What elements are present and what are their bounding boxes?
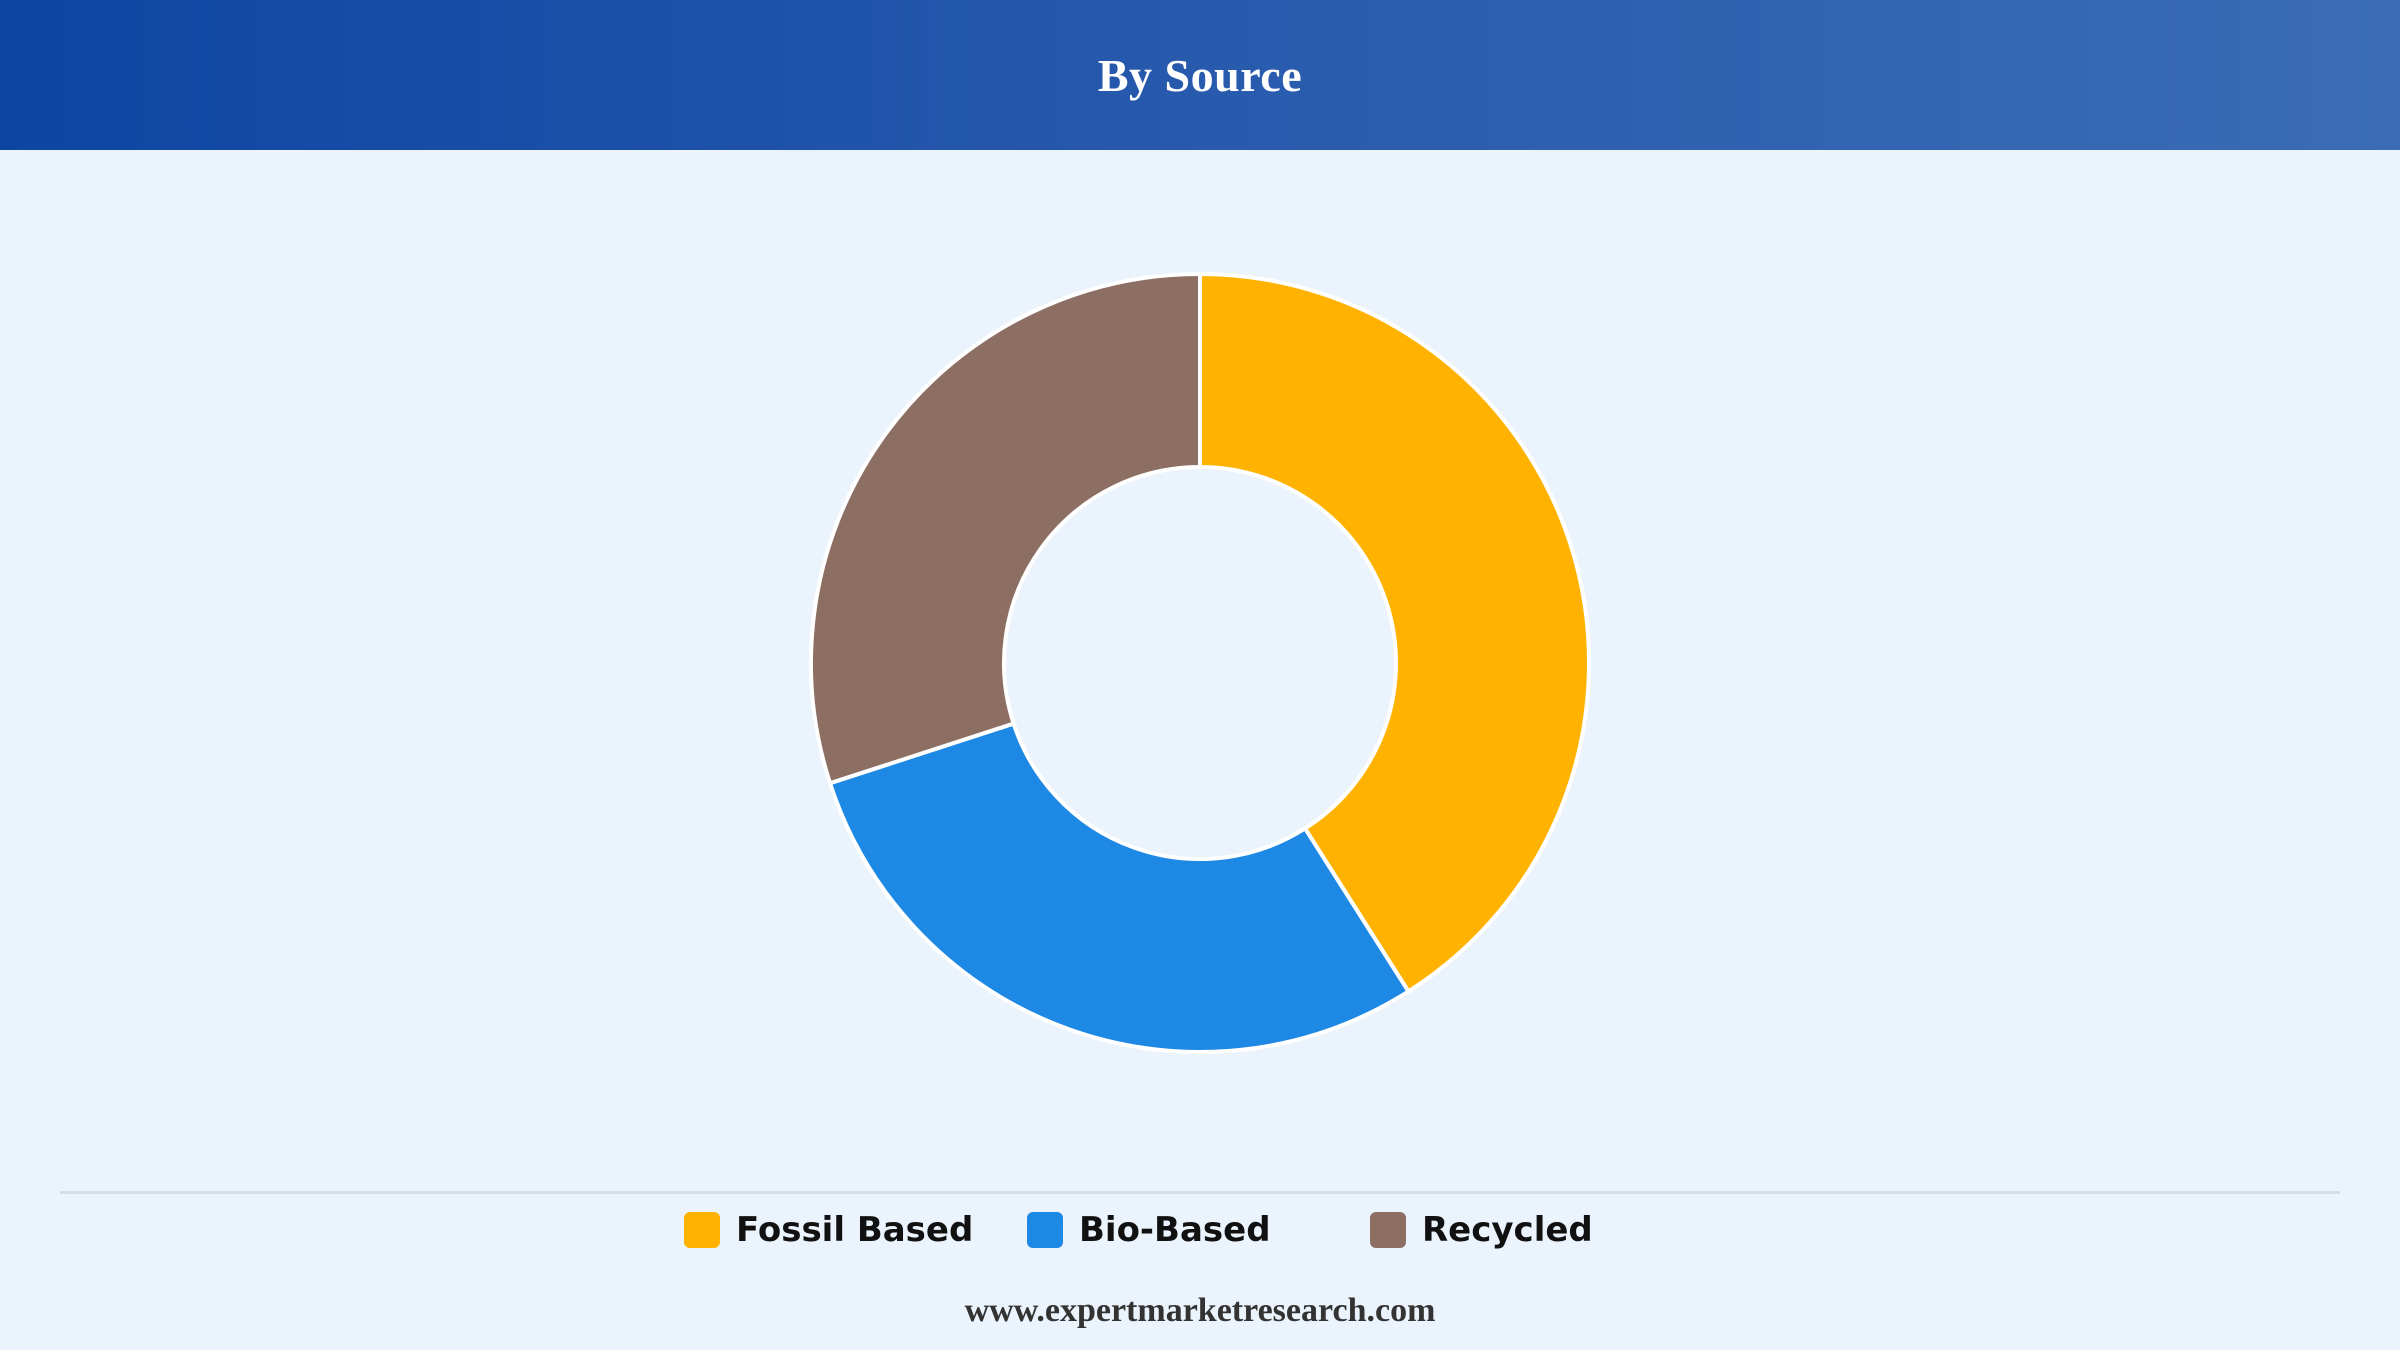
donut-slice-bio-based	[828, 721, 1411, 1054]
chart-title: By Source	[1097, 49, 1303, 101]
chart-legend: Fossil Based Bio-Based Recycled	[0, 1205, 2400, 1255]
legend-label-fossil-based: Fossil Based	[736, 1210, 974, 1250]
legend-item-bio-based: Bio-Based	[1027, 1205, 1271, 1255]
source-url: www.expertmarketresearch.com	[964, 1292, 1436, 1329]
legend-swatch-fossil-based	[684, 1212, 720, 1248]
legend-item-fossil-based: Fossil Based	[684, 1205, 973, 1255]
legend-divider	[60, 1191, 2340, 1194]
donut-slice-recycled	[809, 272, 1202, 786]
donut-slice-fossil-based	[1198, 272, 1591, 994]
legend-swatch-recycled	[1370, 1212, 1406, 1248]
donut-chart-area	[0, 150, 2400, 1190]
chart-header: By Source	[0, 0, 2400, 150]
legend-label-bio-based: Bio-Based	[1079, 1210, 1271, 1250]
legend-swatch-bio-based	[1027, 1212, 1063, 1248]
legend-item-recycled: Recycled	[1370, 1205, 1593, 1255]
legend-label-recycled: Recycled	[1422, 1210, 1593, 1250]
donut-chart	[809, 272, 1591, 1054]
